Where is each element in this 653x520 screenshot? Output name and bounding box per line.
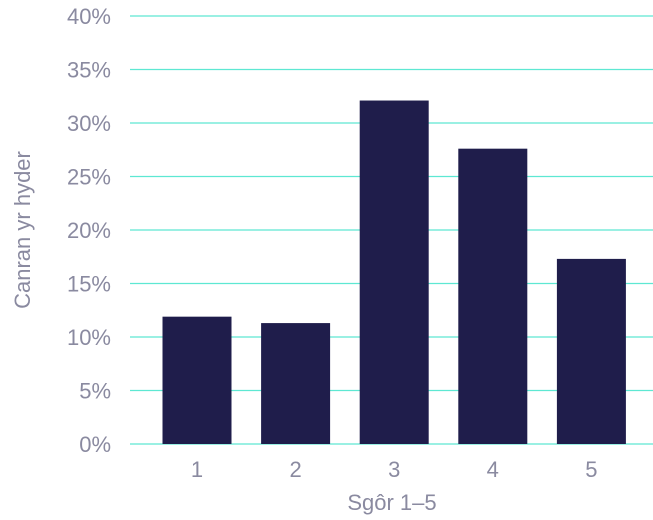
x-tick-label: 3 [388,457,400,482]
x-tick-labels: 1 2 3 4 5 [191,457,598,482]
x-tick-label: 5 [585,457,597,482]
y-tick-label: 25% [67,165,111,190]
y-tick-label: 40% [67,4,111,29]
bar-1 [162,316,232,444]
y-tick-labels: 0% 5% 10% 15% 20% 25% 30% 35% 40% [67,4,111,457]
x-tick-label: 2 [289,457,301,482]
bars [162,100,626,444]
bar-2 [261,323,331,444]
x-tick-label: 1 [191,457,203,482]
y-tick-label: 20% [67,218,111,243]
bar-3 [359,100,429,444]
y-tick-label: 35% [67,58,111,83]
y-tick-label: 5% [79,379,111,404]
x-axis-title: Sgôr 1–5 [347,490,436,515]
y-axis-title: Canran yr hyder [10,151,35,309]
y-tick-label: 0% [79,432,111,457]
y-tick-label: 15% [67,272,111,297]
x-tick-label: 4 [487,457,499,482]
y-tick-label: 10% [67,325,111,350]
y-tick-label: 30% [67,111,111,136]
bar-5 [556,258,626,444]
bar-4 [458,148,528,444]
